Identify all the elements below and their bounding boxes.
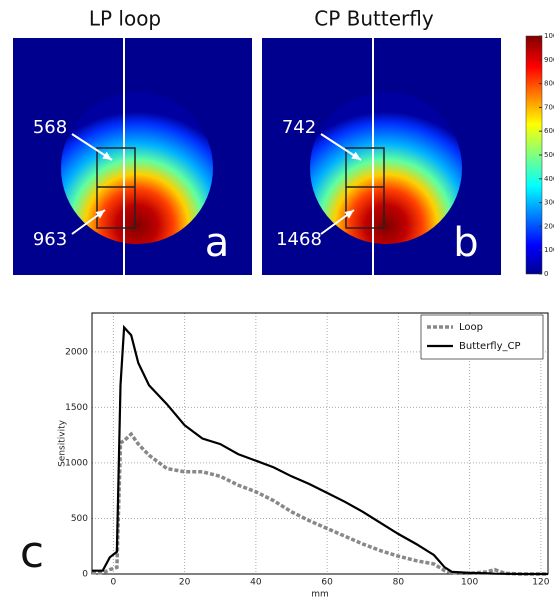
panel-label: c bbox=[20, 527, 44, 578]
y-tick-label: 0 bbox=[82, 570, 88, 580]
y-axis-label: Sensitivity bbox=[58, 419, 68, 467]
roi-value: 568 bbox=[33, 117, 67, 138]
legend-box bbox=[420, 314, 544, 360]
plot-frame bbox=[91, 312, 549, 575]
roi-value: 963 bbox=[33, 229, 67, 250]
phantom bbox=[310, 92, 462, 244]
roi-box bbox=[96, 147, 136, 229]
roi-value: 742 bbox=[282, 117, 316, 138]
colorbar-tick-label: 700 bbox=[544, 103, 554, 111]
x-tick-label: 0 bbox=[111, 578, 117, 588]
heatmap-panel: CP Butterfly 742 1468 b bbox=[262, 7, 501, 275]
arrow-head bbox=[344, 210, 354, 219]
colorbar-tick-label: 800 bbox=[544, 80, 554, 88]
x-axis-label: mm bbox=[311, 590, 329, 600]
panel-title: CP Butterfly bbox=[314, 7, 434, 31]
phantom bbox=[61, 92, 213, 244]
panel-label: b bbox=[453, 220, 478, 266]
colorbar-tick-label: 500 bbox=[544, 151, 554, 159]
colorbar-tick-label: 300 bbox=[544, 199, 554, 207]
colorbar-tick-label: 900 bbox=[544, 56, 554, 64]
arrow-head bbox=[102, 151, 112, 160]
arrow-head bbox=[95, 210, 105, 219]
series-line bbox=[92, 324, 548, 576]
x-tick-label: 20 bbox=[179, 578, 191, 588]
y-tick-label: 1500 bbox=[65, 403, 88, 413]
colorbar-tick-label: 400 bbox=[544, 175, 554, 183]
roi-box bbox=[345, 147, 385, 229]
legend-label: Butterfly_CP bbox=[459, 341, 521, 352]
colorbar-tick-label: 0 bbox=[544, 270, 548, 278]
x-tick-label: 100 bbox=[461, 578, 478, 588]
x-tick-label: 120 bbox=[532, 578, 549, 588]
roi-value: 1468 bbox=[276, 229, 322, 250]
y-tick-label: 2000 bbox=[65, 347, 88, 357]
colorbar-tick-label: 600 bbox=[544, 127, 554, 135]
heatmap-panel: LP loop 568 963 a bbox=[13, 7, 252, 275]
arrow-head bbox=[351, 151, 361, 160]
series-line bbox=[92, 431, 548, 576]
legend-label: Loop bbox=[459, 322, 483, 333]
colorbar-tick-label: 200 bbox=[544, 222, 554, 230]
colorbar-tick-label: 1000 bbox=[544, 32, 554, 40]
panel-title: LP loop bbox=[89, 7, 161, 31]
x-tick-label: 80 bbox=[393, 578, 405, 588]
panel-label: a bbox=[205, 220, 230, 266]
y-tick-label: 500 bbox=[71, 514, 88, 524]
y-tick-label: 1000 bbox=[65, 458, 88, 468]
colorbar-tick-label: 100 bbox=[544, 246, 554, 254]
x-tick-label: 40 bbox=[250, 578, 262, 588]
x-tick-label: 60 bbox=[321, 578, 333, 588]
